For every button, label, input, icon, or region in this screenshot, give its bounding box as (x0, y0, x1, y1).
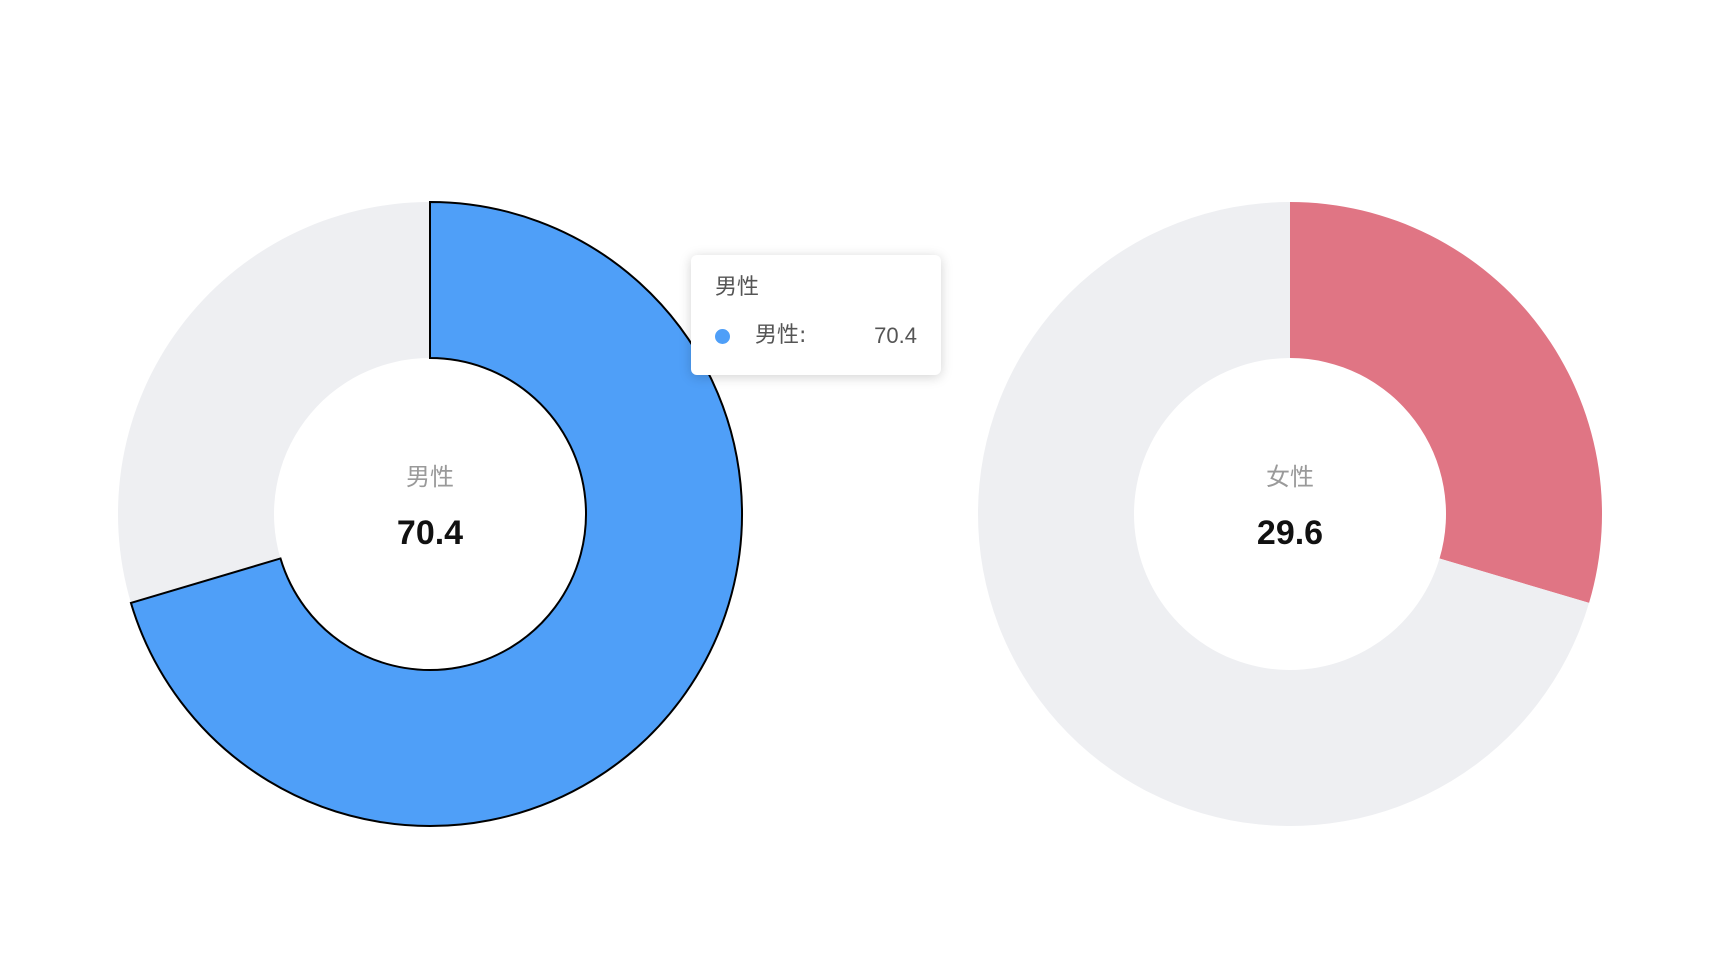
donut-chart-female (978, 202, 1602, 826)
center-value-male: 70.4 (397, 514, 463, 552)
slice-female[interactable] (1290, 202, 1602, 603)
tooltip-title: 男性 (715, 275, 760, 300)
slice-remainder-0[interactable] (117, 202, 431, 603)
tooltip-row: 男性: 70.4 (715, 323, 917, 349)
tooltip: 男性 男性: 70.4 (691, 255, 941, 375)
tooltip-series-value: 70.4 (874, 323, 917, 348)
slice-male[interactable] (129, 200, 743, 827)
donut-chart-male (117, 200, 743, 827)
tooltip-series-dot (715, 328, 730, 344)
tooltip-series-name: 男性: (755, 323, 807, 348)
center-value-female: 29.6 (1257, 514, 1323, 552)
center-label-male: 男性 (406, 463, 454, 491)
slice-remainder-1[interactable] (978, 202, 1590, 826)
center-label-female: 女性 (1266, 463, 1314, 491)
